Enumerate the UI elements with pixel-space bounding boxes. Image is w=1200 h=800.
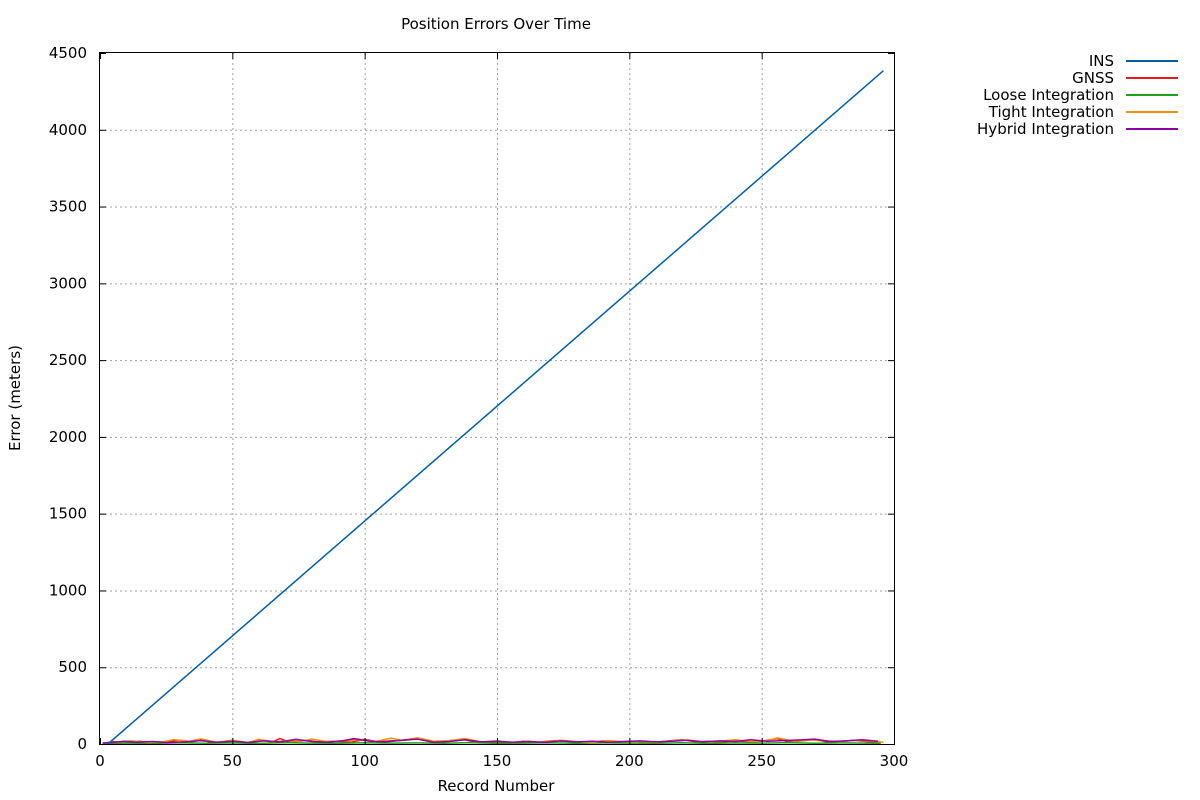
gridlines xyxy=(100,53,894,744)
series-line-hybrid-integration xyxy=(102,737,879,744)
series-line-ins xyxy=(107,70,884,745)
y-tick-label: 0 xyxy=(77,735,87,753)
y-tick-label: 1000 xyxy=(49,581,87,599)
legend-label: Loose Integration xyxy=(983,86,1114,104)
y-tick-label: 2000 xyxy=(49,428,87,446)
legend-label: GNSS xyxy=(1072,69,1114,87)
x-tick-label: 250 xyxy=(747,752,776,770)
x-axis-label: Record Number xyxy=(438,777,556,795)
y-tick-label: 1500 xyxy=(49,505,87,523)
y-tick-label: 4500 xyxy=(49,44,87,62)
y-tick-label: 3500 xyxy=(49,198,87,216)
x-tick-label: 100 xyxy=(350,752,379,770)
legend-label: INS xyxy=(1089,52,1114,70)
x-tick-label: 150 xyxy=(483,752,512,770)
y-tick-label: 4000 xyxy=(49,121,87,139)
plot-frame xyxy=(99,52,895,745)
x-tick-label: 0 xyxy=(95,752,105,770)
x-tick-label: 200 xyxy=(615,752,644,770)
chart-title: Position Errors Over Time xyxy=(401,15,591,33)
y-axis-label: Error (meters) xyxy=(6,345,24,451)
series-lines xyxy=(102,70,884,745)
y-tick-label: 500 xyxy=(58,658,87,676)
axis-ticks: 0 50 100 150 200 250 3000500100015002000250030… xyxy=(49,44,909,770)
legend-label: Tight Integration xyxy=(988,103,1114,121)
x-tick-label: 50 xyxy=(223,752,242,770)
legend-label: Hybrid Integration xyxy=(977,120,1114,138)
x-tick-label: 300 xyxy=(880,752,909,770)
y-tick-label: 3000 xyxy=(49,274,87,292)
y-tick-label: 2500 xyxy=(49,351,87,369)
